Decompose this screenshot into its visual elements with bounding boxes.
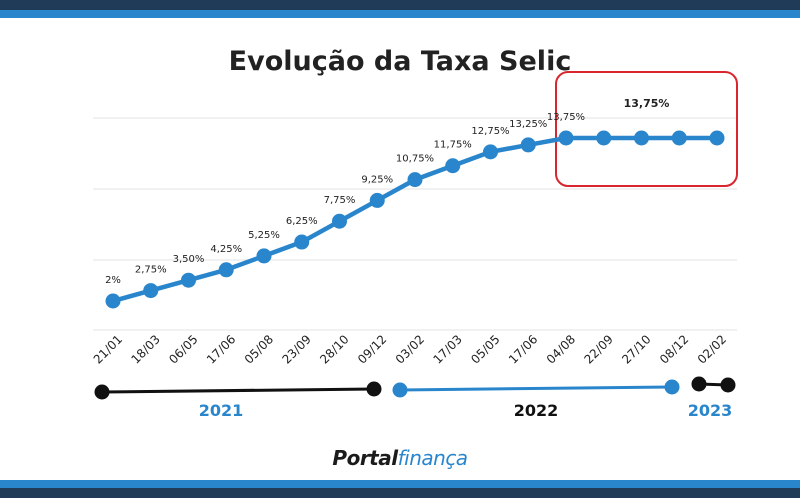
data-point	[709, 130, 725, 146]
data-point	[445, 158, 461, 174]
highlight-box	[555, 71, 738, 187]
brand-logo-part1: Portal	[332, 446, 398, 470]
data-label: 2,75%	[135, 265, 167, 276]
x-tick-label: 05/08	[242, 332, 276, 366]
grid-lines	[93, 117, 737, 331]
x-tick-label: 03/02	[393, 332, 427, 366]
data-points	[105, 130, 725, 309]
x-tick-label: 18/03	[129, 332, 163, 366]
data-point	[558, 130, 574, 146]
data-label: 5,25%	[248, 230, 280, 241]
chart-title: Evolução da Taxa Selic	[229, 46, 572, 77]
data-point	[520, 137, 536, 153]
timeline-dot	[366, 381, 382, 397]
year-label: 2022	[514, 401, 559, 420]
data-point	[634, 130, 649, 146]
data-point	[143, 283, 159, 299]
data-label: 3,50%	[173, 254, 205, 265]
x-tick-label: 27/10	[619, 332, 653, 366]
data-point	[105, 293, 121, 309]
x-tick-label: 09/12	[355, 332, 389, 366]
data-label: 13,75%	[547, 112, 585, 123]
data-label: 9,25%	[361, 174, 393, 185]
x-tick-label: 23/09	[280, 332, 314, 366]
data-label: 4,25%	[210, 244, 242, 255]
highlight-label: 13,75%	[624, 97, 670, 110]
x-tick-label: 17/06	[506, 332, 540, 366]
data-point	[596, 130, 612, 146]
data-label: 10,75%	[396, 154, 434, 165]
data-point	[407, 172, 423, 188]
data-labels: 2% 2,75% 3,50% 4,25% 5,25% 6,25% 7,75% 9,25%10,…	[105, 112, 585, 286]
timeline-dot	[691, 376, 707, 392]
brand-logo: Portalfinança	[0, 446, 800, 470]
timeline-dot	[664, 379, 680, 395]
data-point	[181, 272, 196, 288]
timeline-segment	[101, 387, 375, 394]
x-tick-label: 21/01	[91, 332, 125, 366]
data-label: 13,25%	[509, 119, 547, 130]
data-point	[332, 213, 347, 229]
data-point	[483, 144, 498, 160]
year-label: 2021	[199, 401, 244, 420]
x-tick-label: 17/06	[204, 332, 238, 366]
top-stripe	[0, 0, 800, 18]
x-tick-labels: 21/01 18/03 06/05 17/06 05/08 23/09 28/10 09/12…	[91, 332, 729, 366]
x-tick-label: 28/10	[317, 332, 351, 366]
data-label: 2%	[105, 275, 121, 286]
data-point	[369, 192, 385, 208]
data-label: 12,75%	[471, 126, 509, 137]
year-timeline: 2021 2022 2023	[94, 376, 736, 420]
data-label: 11,75%	[434, 140, 472, 151]
x-tick-label: 22/09	[582, 332, 616, 366]
timeline-dot	[94, 384, 110, 400]
data-point	[671, 130, 687, 146]
data-point	[218, 262, 234, 278]
x-tick-label: 17/03	[431, 332, 465, 366]
timeline-dot	[392, 382, 408, 398]
x-tick-label: 04/08	[544, 332, 578, 366]
timeline-dot	[720, 377, 736, 393]
data-point	[256, 248, 272, 264]
bottom-stripe	[0, 480, 800, 498]
timeline-segment	[399, 385, 673, 392]
x-tick-label: 05/05	[468, 332, 502, 366]
x-tick-label: 08/12	[657, 332, 691, 366]
x-tick-label: 02/02	[695, 332, 729, 366]
data-point	[294, 234, 310, 250]
brand-logo-part2: finança	[397, 446, 468, 470]
x-tick-label: 06/05	[166, 332, 200, 366]
year-label: 2023	[688, 401, 733, 420]
data-label: 6,25%	[286, 216, 318, 227]
data-label: 7,75%	[324, 195, 356, 206]
